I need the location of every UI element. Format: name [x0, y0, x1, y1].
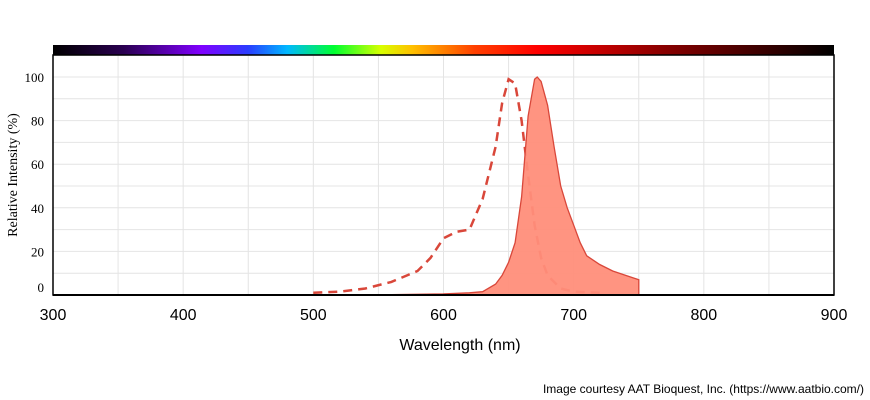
y-ticks: 0 20 40 60 80 100: [25, 70, 45, 295]
x-tick-label: 900: [821, 307, 848, 324]
x-tick-label: 500: [300, 307, 327, 324]
y-tick-label: 0: [38, 280, 45, 295]
emission-spectrum-area: [313, 76, 640, 296]
plot-frame: [52, 54, 835, 296]
x-tick-label: 300: [40, 307, 67, 324]
y-tick-label: 20: [31, 244, 44, 259]
series-layer: [313, 76, 640, 296]
grid: [52, 54, 835, 295]
y-tick-label: 40: [31, 201, 44, 216]
y-tick-label: 100: [25, 70, 45, 85]
spectrum-color-bar: [53, 45, 834, 55]
y-tick-label: 60: [31, 157, 44, 172]
y-tick-label: 80: [31, 114, 44, 129]
x-tick-label: 600: [430, 307, 457, 324]
image-credit: Image courtesy AAT Bioquest, Inc. (https…: [542, 382, 864, 396]
x-ticks: 300 400 500 600 700 800 900: [40, 307, 848, 324]
x-tick-label: 800: [690, 307, 717, 324]
x-tick-label: 700: [560, 307, 587, 324]
x-axis-label: Wavelength (nm): [399, 337, 520, 354]
y-axis-label: Relative Intensity (%): [6, 113, 21, 237]
x-tick-label: 400: [170, 307, 197, 324]
